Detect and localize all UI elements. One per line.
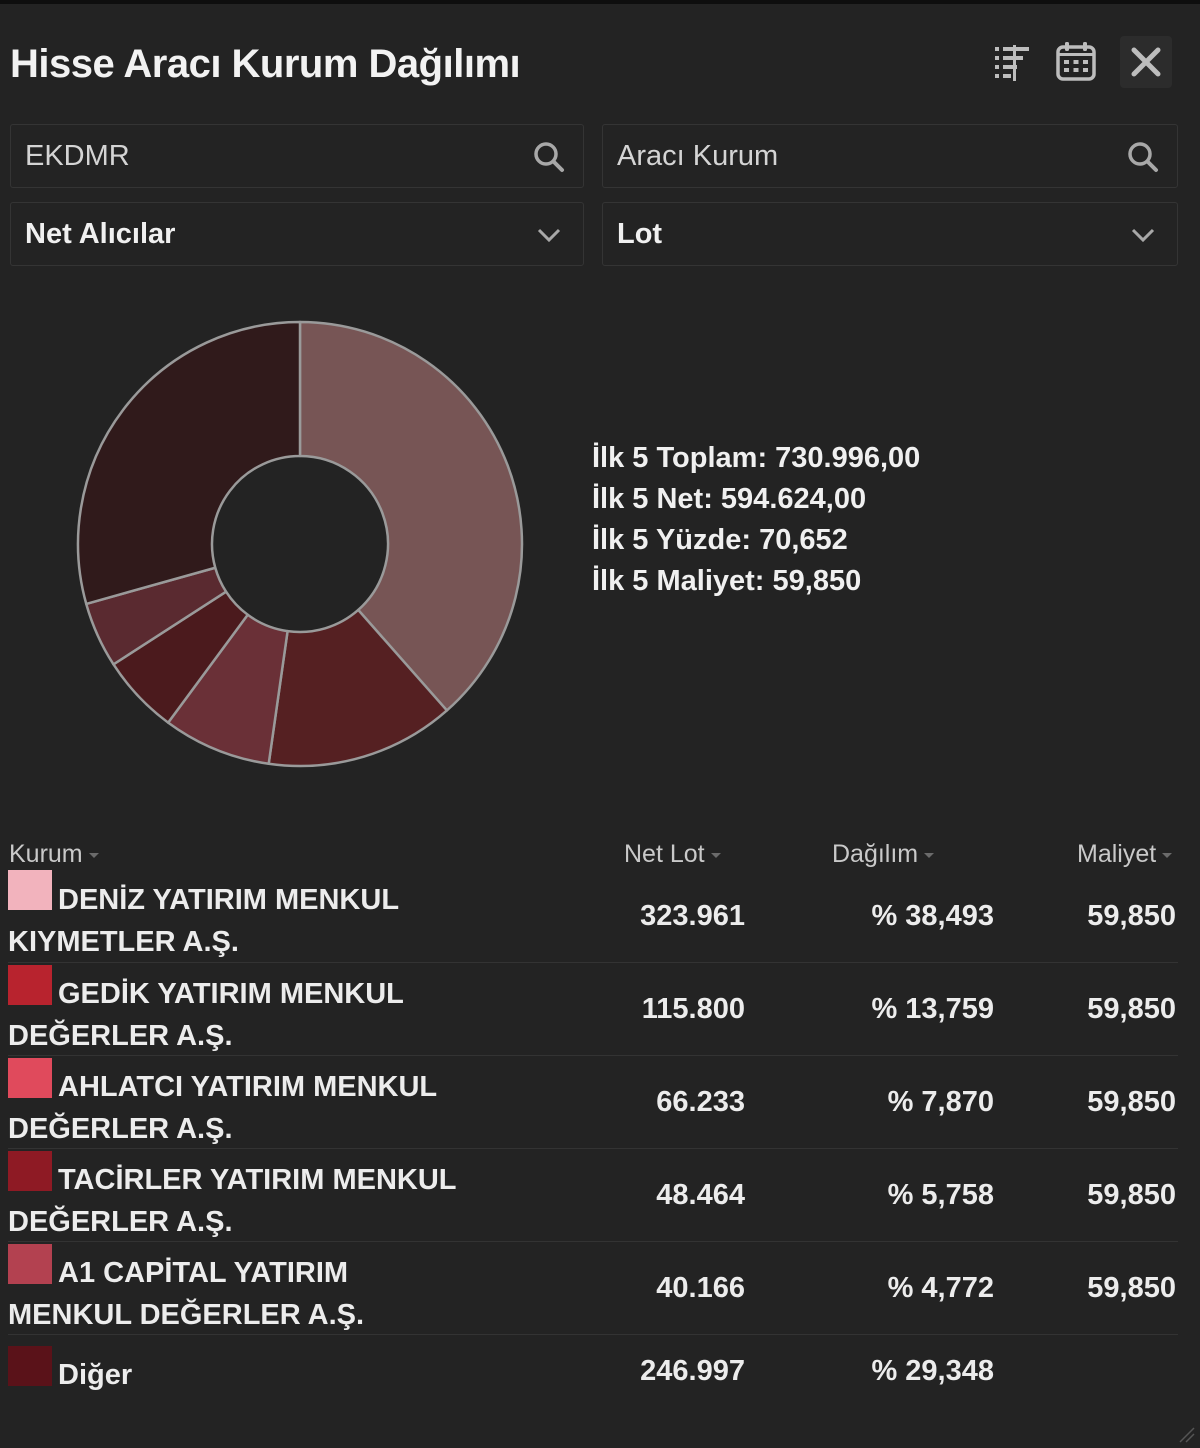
broker-name: A1 CAPİTAL YATIRIM MENKUL DEĞERLER A.Ş. [8,1257,365,1331]
cost-value: 59,850 [1087,1179,1176,1211]
panel-header: Hisse Aracı Kurum Dağılımı [0,4,1200,124]
table-row[interactable]: AHLATCI YATIRIM MENKUL DEĞERLER A.Ş. 66.… [8,1056,1178,1149]
close-icon [1131,47,1161,77]
unit-select[interactable]: Lot [602,202,1178,266]
distribution-value: % 38,493 [871,900,994,932]
broker-name: Diğer [58,1359,133,1391]
net-lot-value: 40.166 [656,1272,745,1304]
table-row[interactable]: GEDİK YATIRIM MENKUL DEĞERLER A.Ş. 115.8… [8,963,1178,1056]
search-icon [1128,142,1158,172]
chevron-down-icon [1131,228,1155,243]
side-select-value: Net Alıcılar [25,217,176,250]
color-swatch [8,965,52,1005]
color-swatch [8,870,52,910]
color-swatch [8,1244,52,1284]
table-row[interactable]: TACİRLER YATIRIM MENKUL DEĞERLER A.Ş. 48… [8,1149,1178,1242]
donut-slice[interactable] [267,608,449,768]
table-row[interactable]: A1 CAPİTAL YATIRIM MENKUL DEĞERLER A.Ş. … [8,1242,1178,1335]
calendar-button[interactable] [1050,36,1102,88]
cost-value: 59,850 [1087,1086,1176,1118]
donut-chart [76,320,524,768]
net-lot-value: 246.997 [640,1355,745,1387]
close-button[interactable] [1120,36,1172,88]
sort-caret-icon [1162,852,1173,858]
filter-sort-icon [995,45,1029,81]
stock-search-value: EKDMR [25,139,130,172]
distribution-value: % 4,772 [887,1272,994,1304]
resize-handle-icon[interactable] [1176,1424,1196,1444]
distribution-value: % 7,870 [887,1086,994,1118]
color-swatch [8,1346,52,1386]
net-lot-value: 115.800 [641,993,745,1025]
broker-name: DENİZ YATIRIM MENKUL KIYMETLER A.Ş. [8,884,399,958]
broker-search-input[interactable]: Aracı Kurum [602,124,1178,188]
stock-search-input[interactable]: EKDMR [10,124,584,188]
sort-caret-icon [88,852,99,858]
filter-sort-button[interactable] [986,36,1038,88]
net-lot-value: 48.464 [656,1179,745,1211]
color-swatch [8,1151,52,1191]
panel-title: Hisse Aracı Kurum Dağılımı [10,42,521,86]
column-header-dagilim[interactable]: Dağılım [832,840,935,869]
column-header-netlot[interactable]: Net Lot [624,840,721,869]
broker-search-placeholder: Aracı Kurum [617,139,779,172]
search-icon [534,142,564,172]
column-header-maliyet[interactable]: Maliyet [1077,840,1173,869]
distribution-value: % 29,348 [871,1355,994,1387]
summary-toplam: İlk 5 Toplam: 730.996,00 [592,442,921,474]
donut-slice[interactable] [298,320,524,712]
cost-value: 59,850 [1087,993,1176,1025]
broker-name: TACİRLER YATIRIM MENKUL DEĞERLER A.Ş. [8,1164,456,1238]
sort-caret-icon [710,852,721,858]
chevron-down-icon [537,228,561,243]
table-row[interactable]: Diğer 246.997 % 29,348 [8,1335,1178,1415]
column-header-kurum[interactable]: Kurum [9,840,99,869]
distribution-value: % 13,759 [871,993,994,1025]
summary-maliyet: İlk 5 Maliyet: 59,850 [592,565,862,597]
unit-select-value: Lot [617,217,663,250]
net-lot-value: 66.233 [656,1086,745,1118]
side-select[interactable]: Net Alıcılar [10,202,584,266]
sort-caret-icon [924,852,935,858]
calendar-icon [1056,42,1096,81]
net-lot-value: 323.961 [640,900,745,932]
broker-name: AHLATCI YATIRIM MENKUL DEĞERLER A.Ş. [8,1071,437,1145]
color-swatch [8,1058,52,1098]
distribution-value: % 5,758 [887,1179,994,1211]
table-row[interactable]: DENİZ YATIRIM MENKUL KIYMETLER A.Ş. 323.… [8,870,1178,963]
cost-value: 59,850 [1087,900,1176,932]
broker-name: GEDİK YATIRIM MENKUL DEĞERLER A.Ş. [8,978,404,1052]
summary-yuzde: İlk 5 Yüzde: 70,652 [592,524,848,556]
summary-stats: İlk 5 Toplam: 730.996,00 İlk 5 Net: 594.… [592,438,920,602]
summary-net: İlk 5 Net: 594.624,00 [592,483,867,515]
cost-value: 59,850 [1087,1272,1176,1304]
donut-slice[interactable] [76,320,302,606]
